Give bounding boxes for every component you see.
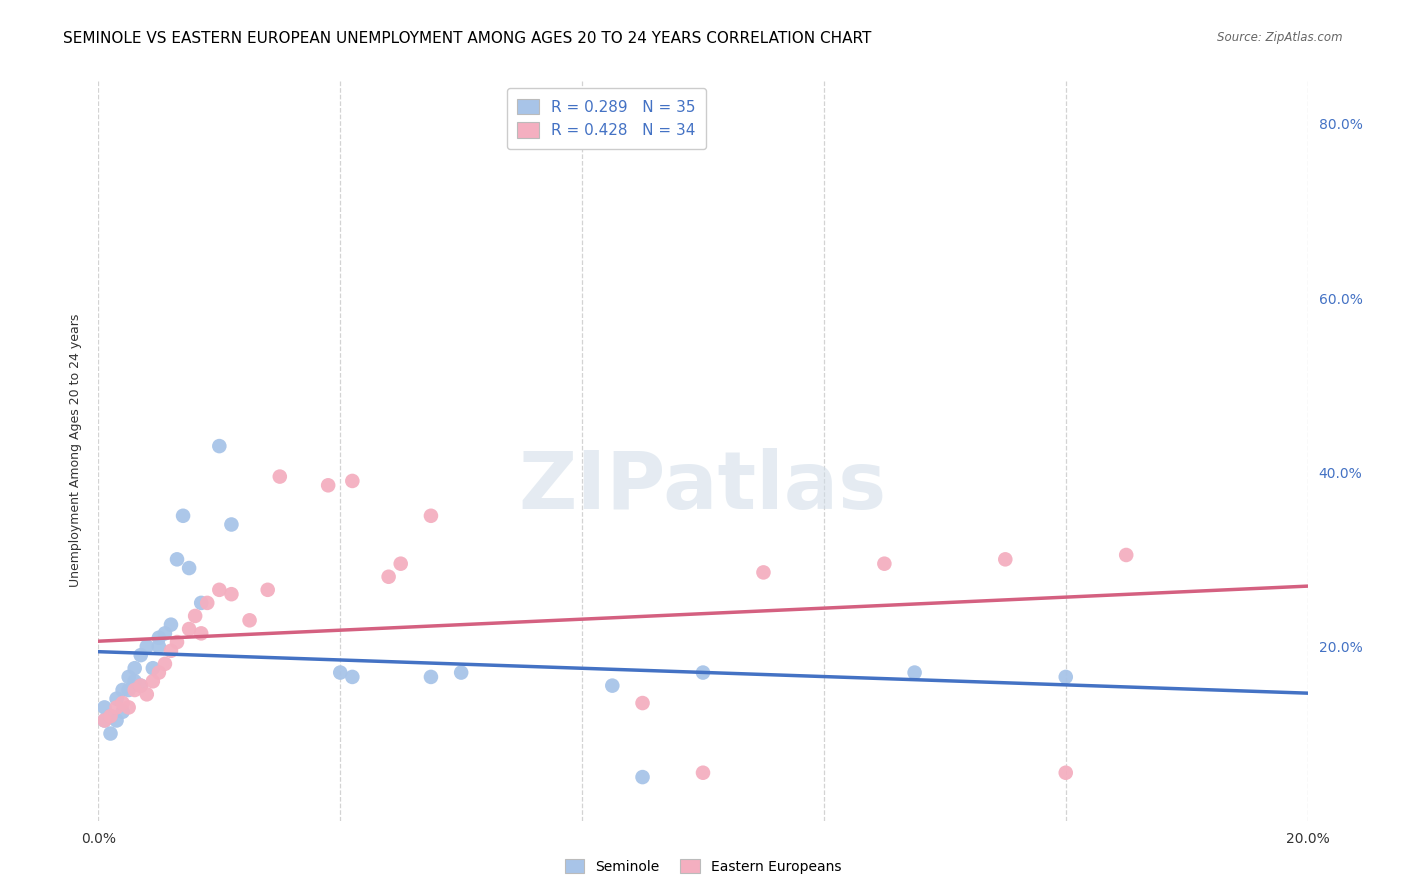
Point	[93, 700, 115, 714]
Point	[904, 665, 927, 680]
Point	[100, 709, 122, 723]
Point	[377, 570, 399, 584]
Point	[105, 691, 128, 706]
Point	[148, 665, 170, 680]
Y-axis label: Unemployment Among Ages 20 to 24 years: Unemployment Among Ages 20 to 24 years	[69, 314, 82, 587]
Point	[269, 469, 291, 483]
Point	[420, 670, 443, 684]
Point	[105, 700, 128, 714]
Point	[208, 439, 231, 453]
Point	[239, 613, 262, 627]
Point	[118, 683, 141, 698]
Point	[166, 635, 188, 649]
Point	[111, 696, 134, 710]
Point	[450, 665, 472, 680]
Point	[93, 714, 115, 728]
Point	[692, 665, 714, 680]
Point	[172, 508, 194, 523]
Point	[129, 679, 152, 693]
Point	[135, 640, 157, 654]
Point	[190, 596, 212, 610]
Point	[316, 478, 339, 492]
Point	[420, 508, 443, 523]
Point	[342, 474, 364, 488]
Point	[631, 770, 654, 784]
Point	[692, 765, 714, 780]
Point	[153, 657, 176, 671]
Point	[179, 622, 201, 636]
Point	[148, 631, 170, 645]
Point	[111, 683, 134, 698]
Point	[1054, 765, 1077, 780]
Legend: R = 0.289   N = 35, R = 0.428   N = 34: R = 0.289 N = 35, R = 0.428 N = 34	[506, 88, 706, 149]
Point	[389, 557, 412, 571]
Point	[153, 626, 176, 640]
Point	[129, 648, 152, 662]
Point	[100, 726, 122, 740]
Point	[129, 679, 152, 693]
Point	[93, 714, 115, 728]
Point	[160, 644, 183, 658]
Point	[342, 670, 364, 684]
Point	[1115, 548, 1137, 562]
Point	[752, 566, 775, 580]
Point	[166, 552, 188, 566]
Point	[148, 640, 170, 654]
Point	[1054, 670, 1077, 684]
Point	[208, 582, 231, 597]
Point	[100, 709, 122, 723]
Point	[179, 561, 201, 575]
Point	[124, 674, 146, 689]
Point	[105, 714, 128, 728]
Point	[256, 582, 278, 597]
Point	[124, 683, 146, 698]
Point	[118, 670, 141, 684]
Point	[160, 617, 183, 632]
Point	[124, 661, 146, 675]
Point	[135, 687, 157, 701]
Point	[190, 626, 212, 640]
Point	[994, 552, 1017, 566]
Point	[111, 705, 134, 719]
Point	[221, 517, 243, 532]
Point	[195, 596, 218, 610]
Point	[221, 587, 243, 601]
Point	[602, 679, 624, 693]
Point	[329, 665, 352, 680]
Point	[142, 661, 165, 675]
Legend: Seminole, Eastern Europeans: Seminole, Eastern Europeans	[558, 852, 848, 880]
Point	[631, 696, 654, 710]
Point	[142, 674, 165, 689]
Point	[118, 700, 141, 714]
Text: Source: ZipAtlas.com: Source: ZipAtlas.com	[1218, 31, 1343, 45]
Text: ZIPatlas: ZIPatlas	[519, 449, 887, 526]
Point	[184, 609, 207, 624]
Point	[873, 557, 896, 571]
Text: SEMINOLE VS EASTERN EUROPEAN UNEMPLOYMENT AMONG AGES 20 TO 24 YEARS CORRELATION : SEMINOLE VS EASTERN EUROPEAN UNEMPLOYMEN…	[63, 31, 872, 46]
